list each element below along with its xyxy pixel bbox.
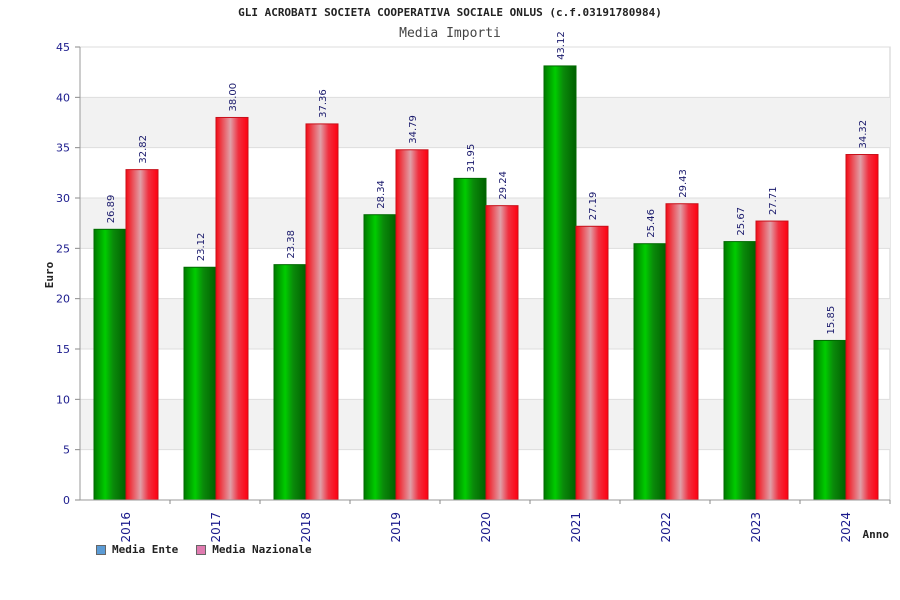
y-tick-label: 35: [56, 142, 70, 155]
legend-swatch-nazionale: [196, 544, 207, 555]
legend-label-nazionale: Media Nazionale: [212, 543, 312, 556]
bar-ente-2023: [723, 241, 757, 501]
data-label-nazionale-2019: 34.79: [408, 115, 419, 144]
x-tick-label: 2023: [749, 512, 763, 543]
data-label-nazionale-2024: 34.32: [858, 120, 869, 149]
y-tick-label: 20: [56, 293, 70, 306]
x-tick-label: 2022: [659, 512, 673, 543]
bar-ente-2017: [183, 266, 217, 501]
data-label-ente-2019: 28.34: [376, 180, 387, 209]
x-tick-label: 2017: [209, 512, 223, 543]
bar-nazionale-2023: [755, 220, 789, 501]
y-tick-label: 30: [56, 192, 70, 205]
bar-ente-2021: [543, 65, 577, 501]
data-label-ente-2023: 25.67: [736, 207, 747, 236]
x-tick-label: 2016: [119, 512, 133, 543]
x-tick-label: 2019: [389, 512, 403, 543]
bar-nazionale-2019: [395, 149, 429, 501]
bar-nazionale-2020: [485, 205, 519, 501]
bar-nazionale-2016: [125, 169, 159, 501]
bar-nazionale-2024: [845, 154, 879, 501]
data-label-nazionale-2021: 27.19: [588, 192, 599, 221]
y-axis-title: Euro: [43, 261, 56, 288]
data-label-nazionale-2016: 32.82: [138, 135, 149, 164]
data-label-ente-2018: 23.38: [286, 230, 297, 259]
bar-nazionale-2022: [665, 203, 699, 501]
grid-band: [80, 97, 890, 148]
y-tick-label: 25: [56, 242, 70, 255]
y-tick-label: 10: [56, 393, 70, 406]
legend-item-nazionale: Media Nazionale: [196, 543, 312, 556]
bar-ente-2024: [813, 339, 847, 501]
data-label-ente-2021: 43.12: [556, 31, 567, 60]
x-tick-label: 2020: [479, 512, 493, 543]
legend-label-ente: Media Ente: [112, 543, 179, 556]
bar-nazionale-2018: [305, 123, 339, 501]
data-label-ente-2022: 25.46: [646, 209, 657, 238]
legend: Media Ente Media Nazionale: [96, 543, 312, 556]
data-label-ente-2020: 31.95: [466, 144, 477, 173]
x-axis-title: Anno: [863, 528, 890, 541]
data-label-ente-2017: 23.12: [196, 233, 207, 262]
data-label-nazionale-2018: 37.36: [318, 89, 329, 118]
bar-ente-2018: [273, 264, 307, 501]
y-tick-label: 40: [56, 91, 70, 104]
y-tick-label: 15: [56, 343, 70, 356]
bar-ente-2019: [363, 214, 397, 501]
legend-swatch-ente: [96, 544, 106, 555]
chart-subtitle: Media Importi: [399, 26, 501, 41]
y-tick-label: 5: [63, 444, 70, 457]
y-tick-label: 45: [56, 41, 70, 54]
y-tick-label: 0: [63, 494, 70, 507]
chart-title: GLI ACROBATI SOCIETA COOPERATIVA SOCIALE…: [238, 6, 662, 19]
data-label-ente-2024: 15.85: [826, 306, 837, 335]
data-label-nazionale-2017: 38.00: [228, 83, 239, 112]
data-label-nazionale-2020: 29.24: [498, 171, 509, 200]
data-label-ente-2016: 26.89: [106, 195, 117, 224]
bar-nazionale-2017: [215, 116, 249, 501]
x-tick-label: 2018: [299, 512, 313, 543]
data-label-nazionale-2023: 27.71: [768, 186, 779, 215]
x-tick-label: 2021: [569, 512, 583, 543]
legend-item-ente: Media Ente: [96, 543, 178, 556]
bar-nazionale-2021: [575, 225, 609, 501]
data-label-nazionale-2022: 29.43: [678, 169, 689, 198]
x-tick-label: 2024: [839, 512, 853, 543]
bar-ente-2016: [93, 228, 127, 501]
bar-ente-2020: [453, 177, 487, 501]
bar-ente-2022: [633, 243, 667, 501]
